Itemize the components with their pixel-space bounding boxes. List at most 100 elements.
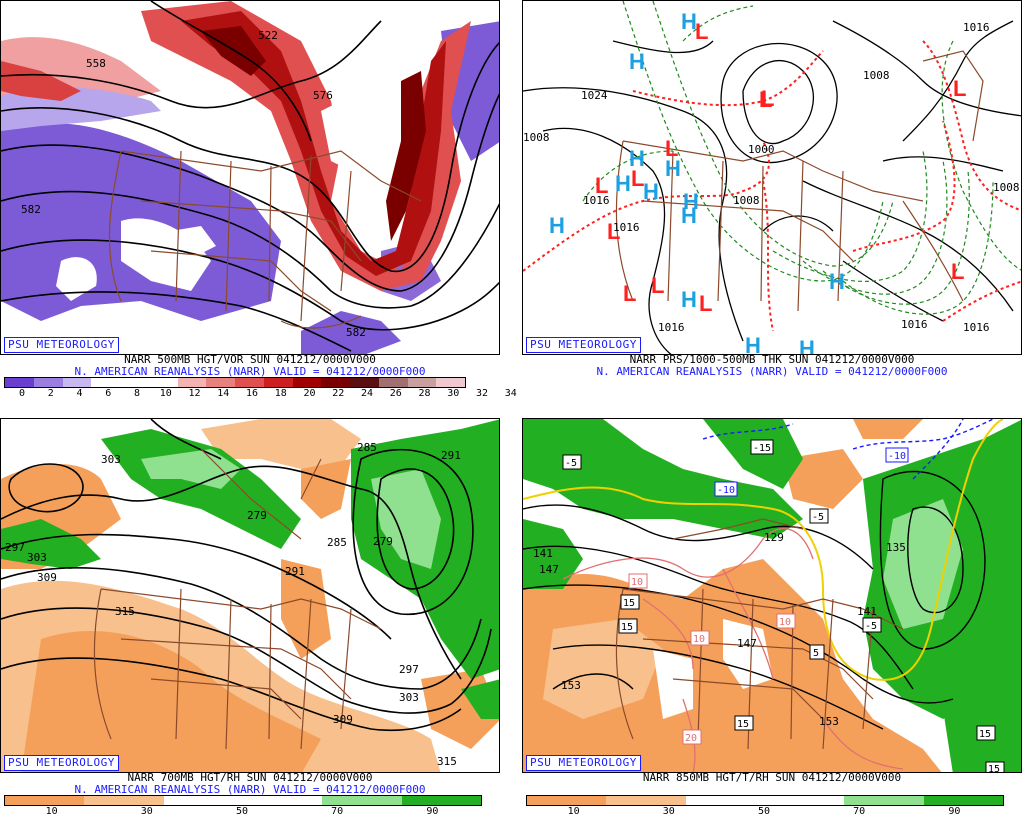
- colorbar-tick-label: 90: [426, 806, 439, 817]
- contour-label: 309: [37, 571, 57, 584]
- high-pressure-center: H: [665, 156, 681, 181]
- high-pressure-center: H: [745, 333, 761, 355]
- isotherm-label: -5: [812, 512, 824, 523]
- isotherm-label: 15: [623, 598, 635, 609]
- colorbar-tick-label: 0: [18, 388, 26, 399]
- colorbar-tick-label: 32: [475, 388, 489, 399]
- panel-pressure-thickness: 1024 1008 1000 1016 1016 1016 1008 1008 …: [522, 0, 1022, 400]
- map-caption: NARR PRS/1000-500MB THK SUN 041212/0000V…: [629, 353, 915, 366]
- map-850mb-temperature: 141 147 153 147 141 153 135 129 -5 -10 -…: [522, 418, 1022, 773]
- map-subcaption: N. AMERICAN REANALYSIS (NARR) VALID = 04…: [74, 783, 426, 796]
- colorbar-swatch: [844, 796, 924, 805]
- isotherm-label: -15: [753, 443, 771, 454]
- panel-700mb-humidity: 303 297 303 309 315 279 285 279 291 285 …: [0, 418, 500, 818]
- isotherm-label: 5: [813, 648, 819, 659]
- high-pressure-center: H: [681, 287, 697, 312]
- contour-label: 129: [764, 531, 784, 544]
- psu-meteorology-badge: PSU METEOROLOGY: [526, 337, 641, 353]
- colorbar-swatch: [33, 378, 63, 387]
- colorbar-swatch: [606, 796, 686, 805]
- colorbar-swatch: [5, 796, 85, 805]
- colorbar-tick-label: 70: [853, 806, 866, 817]
- contour-label: 297: [399, 663, 419, 676]
- colorbar-tick-label: 30: [140, 806, 153, 817]
- isotherm-label: 15: [621, 622, 633, 633]
- map-subcaption: N. AMERICAN REANALYSIS (NARR) VALID = 04…: [74, 365, 426, 378]
- map-caption: NARR 500MB HGT/VOR SUN 041212/0000V000: [124, 353, 376, 366]
- high-pressure-center: H: [629, 146, 645, 171]
- colorbar-tick-label: 14: [217, 388, 230, 399]
- colorbar-swatch: [350, 378, 379, 387]
- colorbar-tick-label: 26: [389, 388, 402, 399]
- psu-meteorology-badge: PSU METEOROLOGY: [526, 755, 641, 771]
- colorbar-swatch: [321, 378, 350, 387]
- high-pressure-center: H: [629, 49, 645, 74]
- colorbar-tick-label: 16: [245, 388, 259, 399]
- low-pressure-center: L: [761, 86, 774, 111]
- low-pressure-center: L: [665, 136, 678, 161]
- isobar-label: 1008: [523, 131, 550, 144]
- colorbar-swatch: [685, 796, 765, 805]
- low-pressure-center: L: [951, 259, 964, 284]
- high-pressure-center: H: [829, 269, 845, 294]
- colorbar-swatch: [923, 796, 1003, 805]
- high-pressure-center: H: [549, 213, 565, 238]
- isotherm-label: -10: [717, 485, 735, 496]
- contour-label: 315: [115, 605, 135, 618]
- colorbar-swatch: [120, 378, 149, 387]
- contour-label: 141: [533, 547, 553, 560]
- high-pressure-center: H: [683, 189, 699, 214]
- contour-label: 576: [313, 89, 333, 102]
- colorbar-tick-label: 90: [948, 806, 961, 817]
- high-pressure-center: H: [681, 203, 697, 228]
- low-pressure-center: L: [595, 173, 608, 198]
- colorbar-swatch: [148, 378, 178, 387]
- contour-label: 297: [5, 541, 25, 554]
- isobar-label: 1000: [748, 143, 775, 156]
- isobar-label: 1016: [901, 318, 928, 331]
- isobar-label: 1008: [863, 69, 890, 82]
- colorbar-tick-label: 34: [504, 388, 517, 399]
- colorbar-tick-label: 10: [45, 806, 58, 817]
- map-caption: NARR 700MB HGT/RH SUN 041212/0000V000: [127, 771, 373, 784]
- colorbar-swatch: [292, 378, 322, 387]
- colorbar-swatch: [163, 796, 243, 805]
- high-pressure-center: H: [615, 171, 631, 196]
- contour-label: 303: [101, 453, 121, 466]
- contour-label: 147: [737, 637, 757, 650]
- colorbar-tick-label: 10: [567, 806, 580, 817]
- colorbar-swatch: [91, 378, 120, 387]
- panel-850mb-temperature: 141 147 153 147 141 153 135 129 -5 -10 -…: [522, 418, 1022, 818]
- colorbar-tick-label: 10: [159, 388, 172, 399]
- colorbar-tick-label: 2: [47, 388, 54, 399]
- colorbar: [526, 795, 1004, 806]
- isotherm-label: 10: [779, 617, 791, 628]
- contour-label: 153: [819, 715, 839, 728]
- low-pressure-center: L: [699, 291, 712, 316]
- contour-label: 135: [886, 541, 906, 554]
- high-pressure-center: H: [681, 9, 697, 34]
- colorbar-tick-label: 8: [133, 388, 141, 399]
- high-pressure-center: H: [799, 336, 815, 355]
- isobar-label: 1008: [993, 181, 1020, 194]
- colorbar-swatch: [322, 796, 402, 805]
- isotherm-label: 10: [631, 577, 643, 588]
- isobar-label: 1016: [658, 321, 685, 334]
- colorbar-tick-label: 12: [188, 388, 201, 399]
- low-pressure-center: L: [651, 273, 664, 298]
- colorbar-swatch: [235, 378, 264, 387]
- contour-label: 309: [333, 713, 353, 726]
- isobar-label: 1016: [613, 221, 640, 234]
- contour-label: 285: [357, 441, 377, 454]
- low-pressure-center: L: [631, 166, 644, 191]
- contour-label: 291: [441, 449, 461, 462]
- low-pressure-center: L: [623, 281, 636, 306]
- contour-label: 153: [561, 679, 581, 692]
- colorbar-swatch: [527, 796, 607, 805]
- isotherm-label: 15: [979, 729, 991, 740]
- colorbar-swatch: [206, 378, 235, 387]
- colorbar-swatch: [242, 796, 323, 805]
- contour-label: 582: [346, 326, 366, 339]
- isotherm-label: 10: [693, 634, 705, 645]
- colorbar-tick-label: 50: [235, 806, 249, 817]
